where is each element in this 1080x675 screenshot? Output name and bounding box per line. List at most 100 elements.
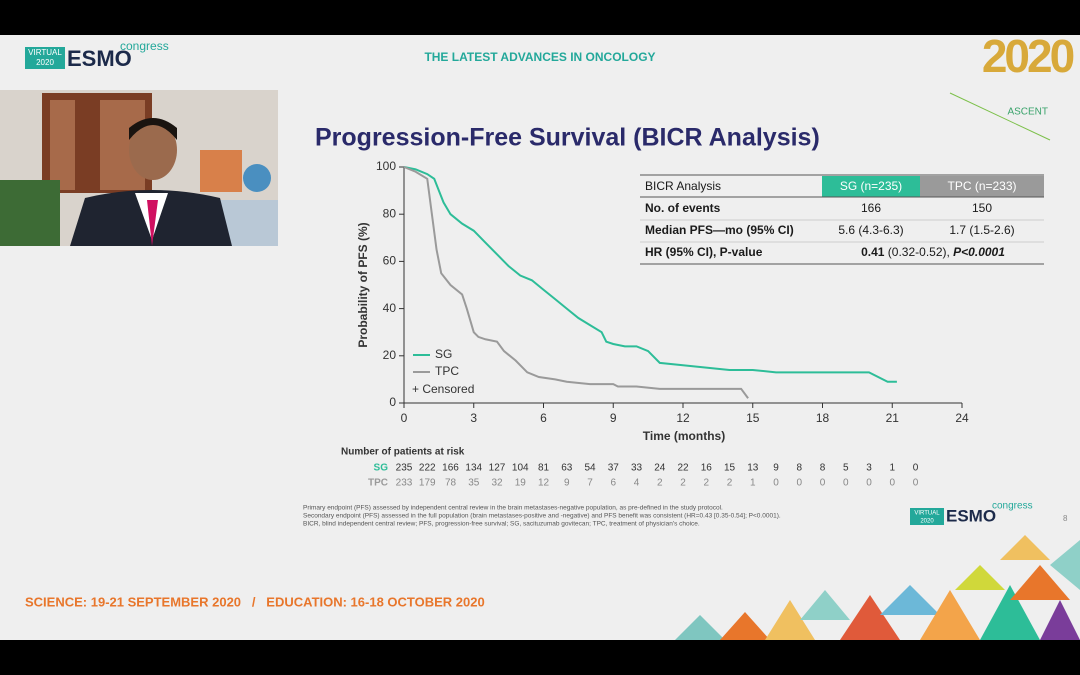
risk-count: 2 — [680, 478, 686, 489]
risk-count: 35 — [468, 478, 480, 489]
risk-count: 0 — [913, 478, 919, 489]
tagline: THE LATEST ADVANCES IN ONCOLOGY — [424, 50, 655, 64]
risk-count: 9 — [564, 478, 570, 489]
risk-count: 222 — [419, 463, 436, 474]
header-cell — [822, 176, 920, 197]
risk-count: 2 — [703, 478, 709, 489]
risk-count: 5 — [843, 463, 849, 474]
x-tick-label: 12 — [676, 411, 690, 425]
table-header: SG (n=235) — [840, 179, 902, 193]
hr-p: P<0.0001 — [953, 245, 1005, 259]
logo-congress: congress — [120, 39, 169, 53]
risk-count: 127 — [489, 463, 506, 474]
logo-virtual: VIRTUAL — [28, 48, 62, 57]
hr-ci: (0.32-0.52), — [884, 245, 953, 259]
risk-count: 3 — [866, 463, 872, 474]
logo-virtual: 2020 — [920, 519, 934, 525]
legend-label: TPC — [435, 364, 459, 378]
risk-count: 8 — [796, 463, 802, 474]
decor-triangles — [675, 535, 1080, 640]
row-label: No. of events — [645, 201, 721, 215]
risk-count: 7 — [587, 478, 593, 489]
year-logo: 2020 — [982, 30, 1074, 82]
risk-count: 1 — [750, 478, 756, 489]
y-tick-label: 40 — [383, 301, 397, 315]
y-tick-label: 80 — [383, 206, 397, 220]
legend-censored: + Censored — [412, 382, 474, 396]
risk-count: 37 — [608, 463, 620, 474]
risk-count: 235 — [396, 463, 413, 474]
risk-count: 1 — [889, 463, 895, 474]
risk-row-label: SG — [374, 463, 389, 474]
risk-count: 16 — [701, 463, 713, 474]
row-label: Median PFS—mo (95% CI) — [645, 223, 794, 237]
logo-virtual: VIRTUAL — [914, 511, 940, 517]
risk-count: 0 — [889, 478, 895, 489]
header-cell — [920, 176, 1044, 197]
y-tick-label: 100 — [376, 159, 396, 173]
risk-count: 12 — [538, 478, 550, 489]
risk-count: 0 — [820, 478, 826, 489]
footnote: Secondary endpoint (PFS) assessed in the… — [303, 513, 781, 520]
legend-label: SG — [435, 347, 452, 361]
hr-value: 0.41 — [861, 245, 885, 259]
risk-count: 2 — [727, 478, 733, 489]
cell: 166 — [861, 201, 881, 215]
x-tick-label: 6 — [540, 411, 547, 425]
logo-virtual: 2020 — [36, 58, 54, 67]
logo-congress: congress — [992, 501, 1033, 512]
risk-count: 0 — [843, 478, 849, 489]
risk-count: 54 — [584, 463, 596, 474]
y-tick-label: 20 — [383, 348, 397, 362]
x-tick-label: 18 — [816, 411, 830, 425]
risk-count: 8 — [820, 463, 826, 474]
y-axis-label: Probability of PFS (%) — [356, 222, 370, 347]
risk-count: 0 — [796, 478, 802, 489]
risk-row-label: TPC — [368, 478, 388, 489]
risk-count: 19 — [515, 478, 527, 489]
cell: 1.7 (1.5-2.6) — [949, 223, 1014, 237]
risk-count: 134 — [465, 463, 482, 474]
summary-table: BICR Analysis SG (n=235) TPC (n=233) No.… — [640, 174, 1044, 265]
logo-box — [910, 508, 944, 525]
page-number: 8 — [1063, 514, 1068, 523]
cell: 5.6 (4.3-6.3) — [838, 223, 903, 237]
risk-count: 0 — [773, 478, 779, 489]
logo-box — [25, 47, 65, 69]
footnote: Primary endpoint (PFS) assessed by indep… — [303, 505, 723, 512]
x-axis-label: Time (months) — [643, 429, 725, 443]
risk-count: 166 — [442, 463, 459, 474]
logo-esmo: ESMO — [67, 46, 132, 71]
footer: SCIENCE: 19-21 SEPTEMBER 2020 / EDUCATIO… — [25, 594, 485, 609]
risk-count: 0 — [866, 478, 872, 489]
table-header: TPC (n=233) — [947, 179, 1016, 193]
webcam — [0, 90, 278, 246]
table-header: BICR Analysis — [645, 179, 721, 193]
decor-line — [949, 92, 1051, 141]
trial-logo: ASCENT — [1007, 107, 1048, 118]
risk-count: 81 — [538, 463, 550, 474]
cell: 150 — [972, 201, 992, 215]
x-tick-label: 9 — [610, 411, 617, 425]
x-tick-label: 3 — [470, 411, 477, 425]
risk-count: 233 — [396, 478, 413, 489]
footnote: BICR, blind independent central review; … — [303, 521, 700, 528]
y-tick-label: 60 — [383, 254, 397, 268]
survival-curve — [403, 166, 897, 383]
x-tick-label: 24 — [955, 411, 969, 425]
chart-title: Progression-Free Survival (BICR Analysis… — [315, 124, 820, 152]
logo-esmo: ESMO — [946, 506, 996, 525]
risk-count: 104 — [512, 463, 529, 474]
risk-count: 0 — [913, 463, 919, 474]
hr-cell: 0.41 (0.32-0.52), P<0.0001 — [861, 245, 1005, 259]
x-tick-label: 15 — [746, 411, 760, 425]
risk-count: 179 — [419, 478, 436, 489]
risk-count: 63 — [561, 463, 573, 474]
row-label: HR (95% CI), P-value — [645, 245, 763, 259]
x-tick-label: 0 — [401, 411, 408, 425]
risk-count: 13 — [747, 463, 759, 474]
risk-count: 6 — [610, 478, 616, 489]
risk-count: 4 — [634, 478, 640, 489]
